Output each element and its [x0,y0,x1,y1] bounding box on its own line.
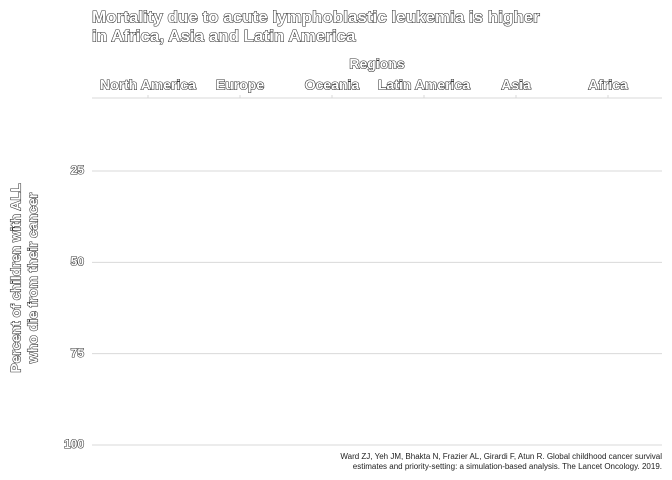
x-axis-title: Regions [349,56,404,72]
caption: estimates and priority-setting: a simula… [353,462,662,471]
x-tick-label: Latin America [378,77,470,93]
y-tick-label: 50 [71,255,85,269]
chart-title: Mortality due to acute lymphoblastic leu… [92,7,540,26]
chart-title: in Africa, Asia and Latin America [92,26,356,45]
y-axis-title-line: who die from their cancer [25,192,41,364]
y-tick-label: 75 [71,346,85,360]
y-axis-title-line: Percent of children with ALL [8,183,24,373]
y-tick-label: 25 [71,163,85,177]
y-axis-title: Percent of children with ALL who die fro… [7,182,41,373]
x-tick-label: North America [100,77,196,93]
x-tick-label: Oceania [305,77,360,93]
x-tick-label: Asia [501,77,531,93]
caption: Ward ZJ, Yeh JM, Bhakta N, Frazier AL, G… [340,452,662,461]
y-tick-label: 100 [64,437,84,451]
x-tick-label: Africa [588,77,628,93]
x-tick-label: Europe [216,77,264,93]
